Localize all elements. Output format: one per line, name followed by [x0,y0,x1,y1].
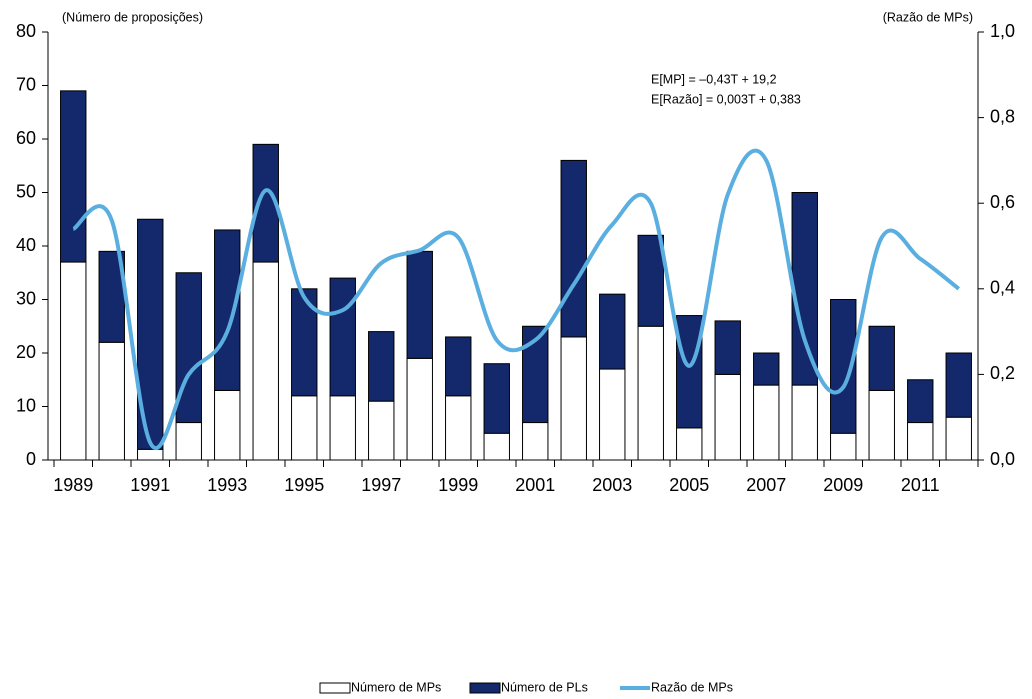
x-tick-label: 1995 [284,475,324,495]
y2-tick-label: 0,2 [990,363,1015,383]
x-tick-label: 2005 [669,475,709,495]
bar-segment [945,416,972,461]
bar-segment [637,234,664,327]
bar-segment [714,320,741,375]
bar-segment [445,336,472,397]
bar-segment [676,427,703,461]
bar-segment [368,400,395,461]
bar-segment [637,325,664,461]
annotation: E[Razão] = 0,003T + 0,383 [651,92,801,106]
x-tick-label: 2001 [515,475,555,495]
bar-segment [791,384,818,461]
bar-segment [60,90,87,263]
y2-tick-label: 0,6 [990,192,1015,212]
bar-segment [714,373,741,461]
bar-segment [560,159,587,338]
x-tick-label: 2007 [746,475,786,495]
y2-tick-label: 1,0 [990,21,1015,41]
y2-tick-label: 0,0 [990,449,1015,469]
bar-segment [98,341,125,461]
bar-segment [368,331,395,402]
y-tick-label: 50 [16,181,36,201]
y-tick-label: 60 [16,128,36,148]
bar-segment [406,357,433,461]
y-tick-label: 80 [16,21,36,41]
bar-segment [252,261,279,461]
bar-segment [907,379,934,424]
legend-swatch [469,682,501,694]
x-tick-label: 1999 [438,475,478,495]
bar-segment [599,293,626,370]
bar-segment [791,192,818,386]
y-tick-label: 10 [16,395,36,415]
bar-segment [137,448,164,461]
bar-segment [830,432,857,461]
bar-segment [329,277,356,397]
bar-segment [753,384,780,461]
bar-segment [291,288,318,397]
bar-segment [445,395,472,461]
x-tick-label: 2003 [592,475,632,495]
bar-segment [676,315,703,429]
y2-tick-label: 0,4 [990,278,1015,298]
legend-label: Número de PLs [501,680,588,694]
legend-label: Razão de MPs [651,680,733,694]
line [72,148,960,451]
bar-segment [329,395,356,461]
bar-segment [522,422,549,461]
x-tick-label: 1993 [207,475,247,495]
bar-segment [483,432,510,461]
bar-segment [868,389,895,461]
bar-segment [214,389,241,461]
bar-segment [406,250,433,359]
x-tick-label: 2009 [823,475,863,495]
y-tick-label: 40 [16,235,36,255]
y-tick-label: 20 [16,342,36,362]
bar-segment [753,352,780,386]
legend-swatch [319,682,351,694]
bar-segment [60,261,87,461]
y2-tick-label: 0,8 [990,106,1015,126]
y-tick-label: 70 [16,74,36,94]
bar-segment [907,422,934,461]
bar-segment [483,363,510,434]
y2-axis-label: (Razão de MPs) [883,10,973,24]
x-tick-label: 1991 [130,475,170,495]
annotation: E[MP] = –0,43T + 19,2 [651,72,777,86]
bar-segment [214,229,241,391]
legend-label: Número de MPs [351,680,441,694]
x-tick-label: 1997 [361,475,401,495]
bar-segment [868,325,895,391]
bar-segment [599,368,626,461]
bar-segment [945,352,972,418]
y-tick-label: 0 [26,449,36,469]
bar-segment [560,336,587,461]
x-tick-label: 2011 [901,475,940,495]
y-tick-label: 30 [16,288,36,308]
bar-segment [175,422,202,461]
bar-segment [291,395,318,461]
x-tick-label: 1989 [53,475,93,495]
y-axis-label: (Número de proposições) [62,10,203,24]
